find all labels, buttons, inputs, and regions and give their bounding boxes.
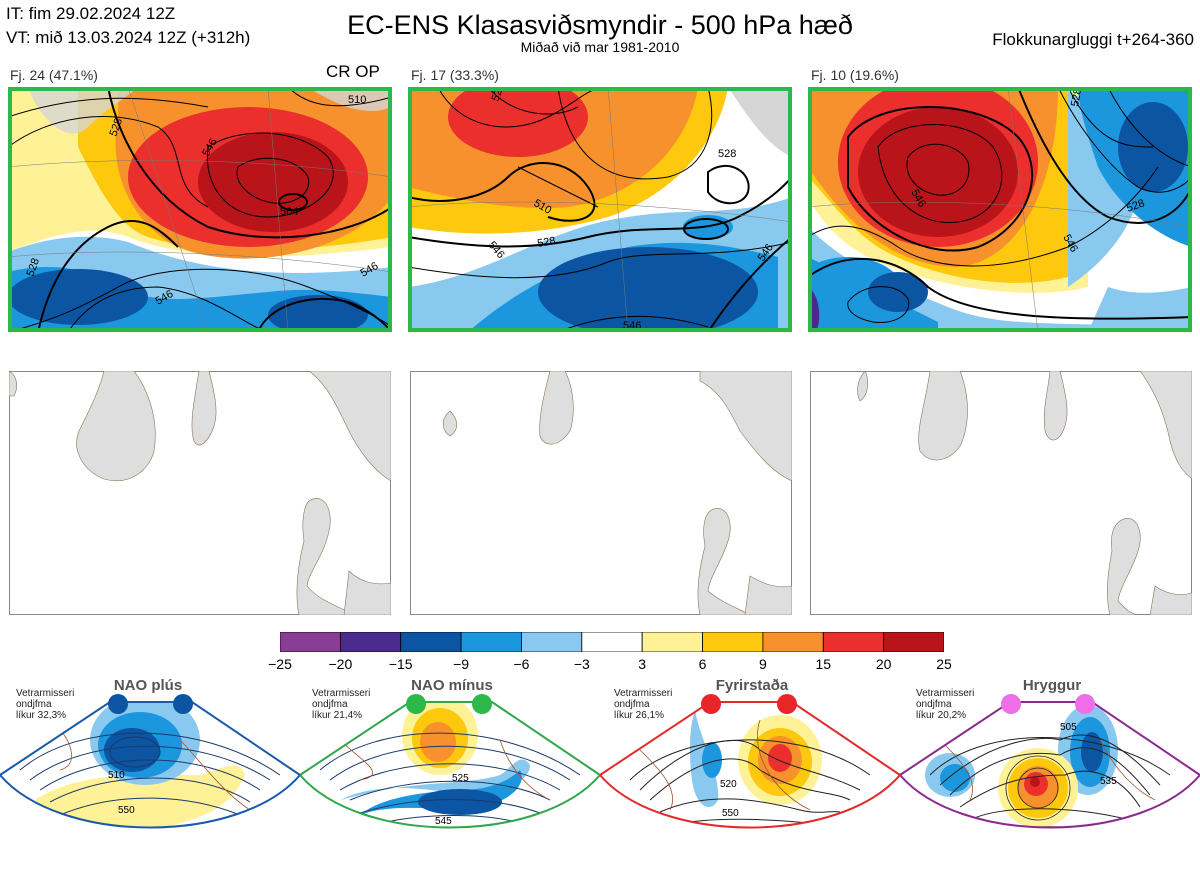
- cluster-1-contour-label: 510: [348, 94, 366, 106]
- colorbar-tick-label: 6: [698, 656, 707, 672]
- cluster-1-contour-label: 528: [108, 117, 126, 138]
- regime-4-contour-label: 505: [1060, 722, 1077, 733]
- cluster-1-contour-label: 528: [25, 257, 43, 278]
- colorbar-bin: [762, 631, 824, 653]
- secondary-map-2: [410, 371, 792, 615]
- regime-2-contour-label: 545: [435, 816, 452, 827]
- regime-2: Vetrarmisseri ondjfma líkur 21,4% NAO mínu…: [300, 677, 600, 871]
- colorbar-bin: [822, 631, 885, 653]
- regime-3-contour-label: 560: [738, 834, 755, 845]
- colorbar-tick-label: 9: [759, 656, 767, 672]
- colorbar-bin: [702, 631, 764, 653]
- cluster-3-border: [808, 87, 1192, 332]
- cluster-2-contour-label: 528: [536, 235, 556, 250]
- regime-4-note: Vetrarmisseri ondjfma líkur 20,2%: [916, 688, 975, 721]
- regime-4-contour-label: 560: [1093, 836, 1110, 847]
- colorbar-tick-label: −15: [388, 656, 413, 672]
- regime-2-dot-left: [406, 694, 426, 714]
- colorbar-tick-label: −20: [328, 656, 353, 672]
- colorbar-bin: [581, 631, 643, 653]
- regime-3-contour-label: 550: [722, 808, 739, 819]
- regime-1-contour-label: 550: [118, 805, 135, 816]
- colorbar-tick-label: −9: [453, 656, 470, 672]
- regime-2-contour-label: 565: [446, 850, 463, 861]
- colorbar-bin: [339, 631, 402, 653]
- cluster-2-border: [408, 87, 792, 332]
- regime-1: Vetrarmisseri ondjfma líkur 32,3% NAO plús…: [0, 677, 300, 871]
- regime-4-dot-left: [1001, 694, 1021, 714]
- colorbar-bin: [400, 631, 462, 653]
- initial-time: IT: fim 29.02.2024 12Z: [6, 4, 176, 23]
- cluster-2-label: Fj. 17 (33.3%): [411, 67, 499, 83]
- regime-4-dot-right: [1075, 694, 1095, 714]
- regime-3-note: Vetrarmisseri ondjfma líkur 26,1%: [614, 688, 673, 721]
- regime-3-border: [600, 701, 900, 829]
- cluster-1-map: 528 546 564 528 546 546 510: [8, 87, 392, 332]
- regime-2-border: [300, 701, 600, 829]
- regime-4-title: Hryggur: [1022, 677, 1082, 694]
- secondary-map-1: [9, 371, 391, 615]
- regime-4-contour-label: 535: [1100, 776, 1117, 787]
- colorbar-bin: [521, 631, 583, 653]
- regime-2-title: NAO mínus: [411, 677, 493, 694]
- valid-time: VT: mið 13.03.2024 12Z (+312h): [6, 28, 251, 47]
- colorbar-tick-label: 25: [936, 656, 952, 672]
- cluster-3-label: Fj. 10 (19.6%): [811, 67, 899, 83]
- regime-4: Vetrarmisseri ondjfma líkur 20,2% Hryggur: [900, 677, 1200, 871]
- regime-2-dot-right: [472, 694, 492, 714]
- colorbar-bin: [279, 631, 341, 653]
- regime-1-dot-right: [173, 694, 193, 714]
- regime-4-border: [900, 701, 1200, 829]
- regime-1-title: NAO plús: [113, 677, 183, 694]
- colorbar-bin: [641, 631, 703, 653]
- regime-3: Vetrarmisseri ondjfma líkur 26,1% Fyrirsta…: [600, 677, 900, 871]
- regime-3-dot-right: [777, 694, 797, 714]
- page-subtitle: Miðað við mar 1981-2010: [520, 39, 680, 55]
- cluster-1-label: Fj. 24 (47.1%): [10, 67, 98, 83]
- colorbar-tick-label: −25: [268, 656, 292, 672]
- colorbar-tick-label: 20: [875, 656, 892, 672]
- regime-3-dot-left: [701, 694, 721, 714]
- cluster-3-contour-label: 528: [1125, 197, 1146, 215]
- colorbar-bin: [460, 631, 522, 653]
- cluster-3-contour-label: 528: [1069, 87, 1084, 107]
- cr-op-marker: CR OP: [326, 62, 380, 81]
- regime-2-contour-label: 525: [452, 773, 469, 784]
- regime-3-contour-label: 520: [720, 779, 737, 790]
- cluster-2-contour-label: 528: [718, 148, 736, 160]
- colorbar-bin: [883, 631, 945, 653]
- colorbar-tick-label: −3: [573, 656, 590, 672]
- cluster-3-map: 546 528 546 528: [808, 87, 1192, 332]
- regime-1-border: [0, 701, 300, 829]
- cluster-1-border: [8, 87, 392, 332]
- colorbar: [279, 631, 945, 657]
- regime-1-dot-left: [108, 694, 128, 714]
- page-title: EC-ENS Klasasviðsmyndir - 500 hPa hæð: [347, 10, 853, 40]
- regime-1-note: Vetrarmisseri ondjfma líkur 32,3%: [16, 688, 75, 721]
- cluster-window-label: Flokkunargluggi t+264-360: [992, 30, 1194, 49]
- secondary-map-3: [810, 371, 1192, 615]
- colorbar-ticks: −25 −20 −15 −9 −6 −3 3 6 9 15 20 25: [268, 656, 952, 676]
- cluster-1-contour-label: 564: [280, 206, 298, 218]
- cluster-2-map: 528 510 528 546 546 528 546: [408, 87, 792, 332]
- regime-3-title: Fyrirstaða: [715, 677, 789, 694]
- regime-2-note: Vetrarmisseri ondjfma líkur 21,4%: [312, 688, 371, 721]
- colorbar-tick-label: −6: [513, 656, 530, 672]
- regime-1-contour-label: 510: [108, 770, 125, 781]
- colorbar-tick-label: 15: [815, 656, 832, 672]
- colorbar-tick-label: 3: [638, 656, 647, 672]
